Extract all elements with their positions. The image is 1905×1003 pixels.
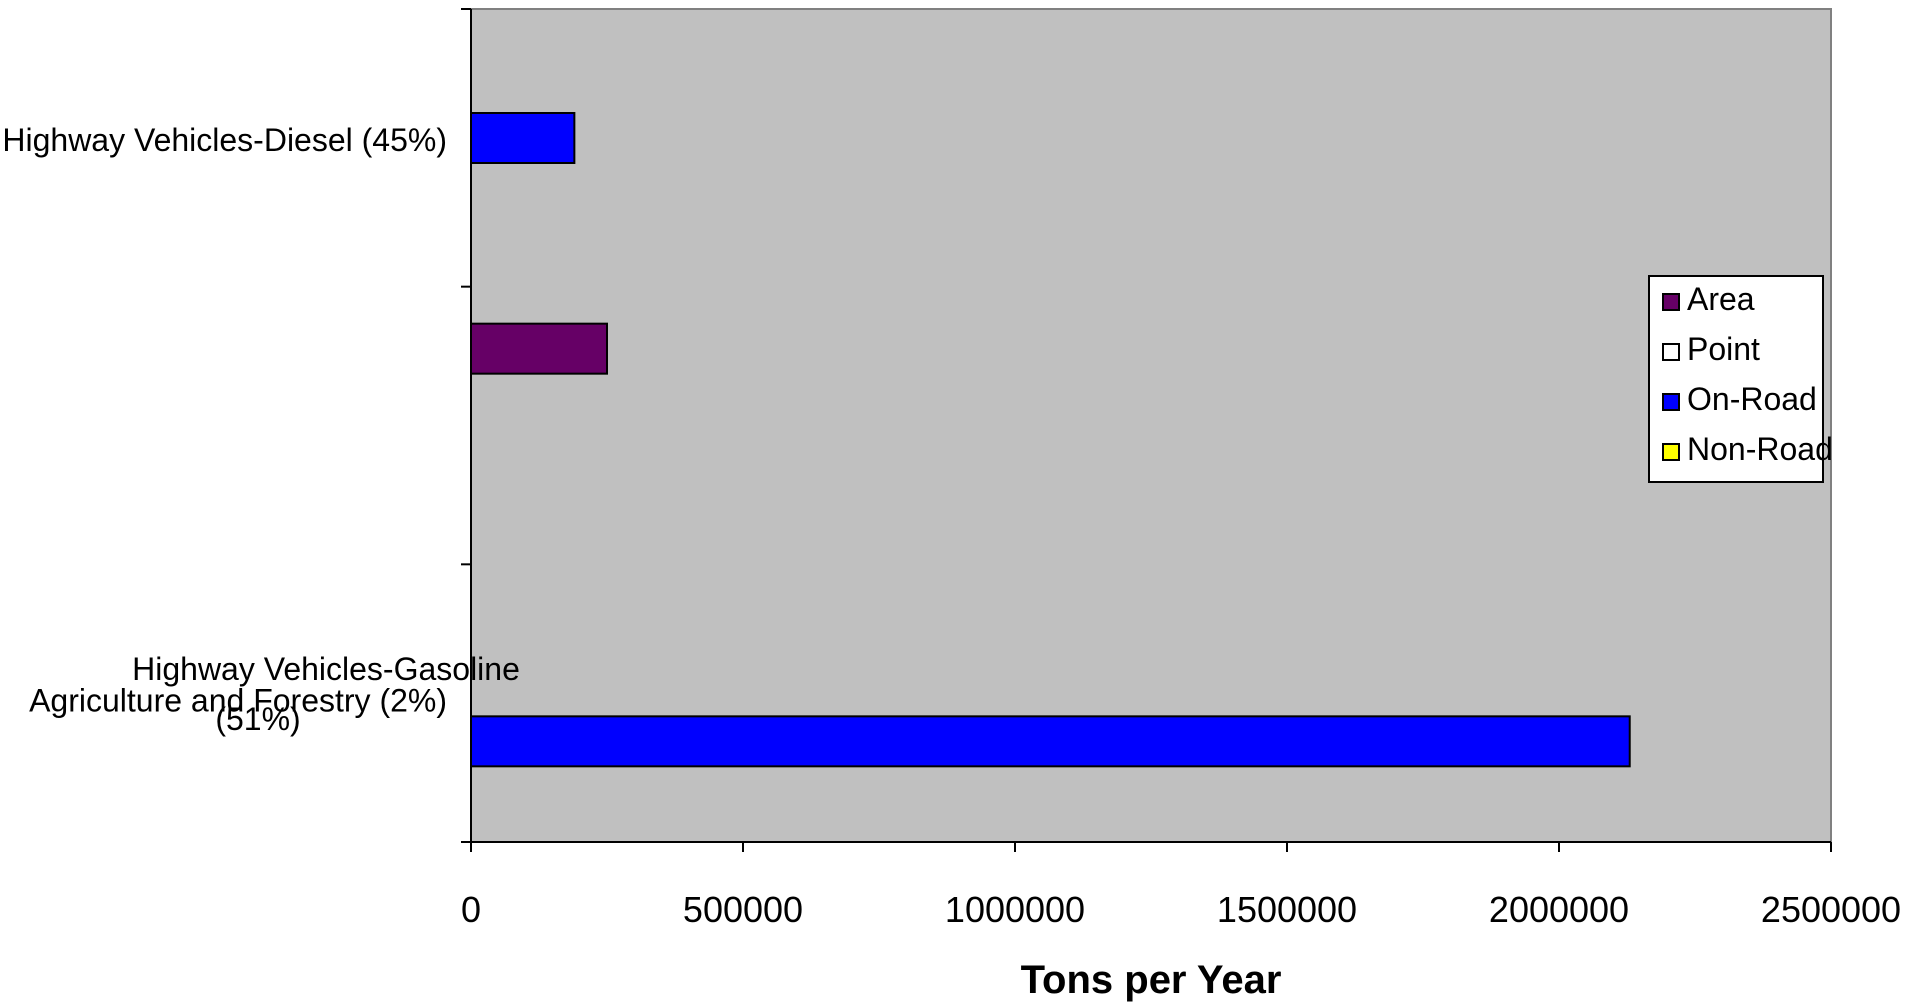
category-label-2: Highway Vehicles-Gasoline (51%)	[132, 651, 520, 737]
legend: Area Point On-Road Non-Road	[1648, 275, 1833, 483]
bar-area-1	[470, 322, 608, 375]
bar-on-road-2	[470, 715, 1631, 768]
labels-layer: Highway Vehicles-Diesel (45%) Agriculture…	[2, 122, 1901, 930]
x-tick-label-2: 1000000	[945, 889, 1085, 930]
x-tick-label-5: 2500000	[1761, 889, 1901, 930]
x-tick-label-0: 0	[461, 889, 481, 930]
axes-layer	[461, 8, 1832, 852]
category-label-1: Agriculture and Forestry (2%)	[29, 683, 447, 719]
bars-layer	[470, 112, 1631, 768]
category-label-0: Highway Vehicles-Diesel (45%)	[2, 122, 447, 158]
legend-swatch-on-road	[1662, 393, 1680, 411]
x-tick-label-1: 500000	[683, 889, 803, 930]
category-label-line-0: Highway Vehicles-Gasoline	[132, 651, 520, 687]
legend-swatch-area	[1662, 293, 1680, 311]
legend-label-point: Point	[1687, 331, 1760, 367]
x-tick-label-4: 2000000	[1489, 889, 1629, 930]
x-axis-title: Tons per Year	[1021, 958, 1282, 1002]
legend-swatch-non-road	[1662, 443, 1680, 461]
x-tick-label-3: 1500000	[1217, 889, 1357, 930]
bar-on-road-0	[470, 112, 576, 164]
category-label-line-1: (51%)	[215, 701, 300, 737]
plot-area	[470, 8, 1832, 843]
legend-label-non-road: Non-Road	[1687, 431, 1833, 467]
legend-swatch-point	[1662, 343, 1680, 361]
legend-label-on-road: On-Road	[1687, 381, 1817, 417]
legend-label-area: Area	[1687, 281, 1755, 317]
